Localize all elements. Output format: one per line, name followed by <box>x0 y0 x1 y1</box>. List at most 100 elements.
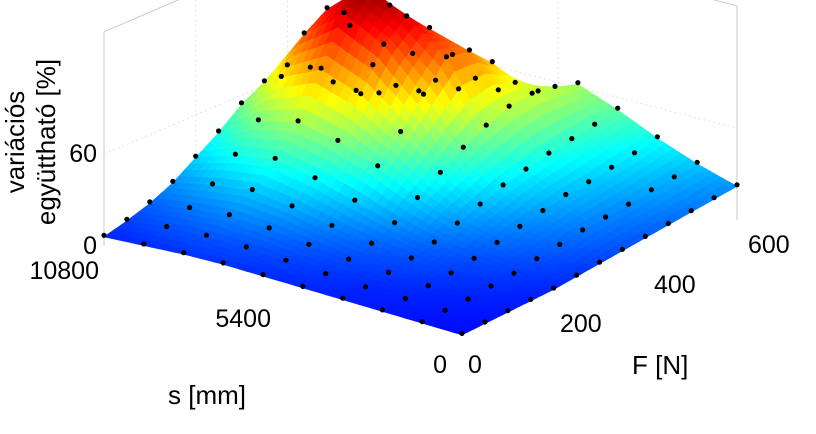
data-point <box>408 255 414 261</box>
data-point <box>500 182 506 188</box>
data-point <box>335 137 341 143</box>
data-point <box>289 203 295 209</box>
data-point <box>523 166 529 172</box>
data-point <box>187 204 193 211</box>
data-point <box>534 256 540 262</box>
z-axis-label-line1: variációs <box>0 91 30 194</box>
top-back-edge <box>103 0 180 33</box>
data-point <box>471 255 477 261</box>
data-point <box>596 259 603 265</box>
data-point <box>347 22 353 28</box>
data-point <box>511 270 517 276</box>
data-point <box>370 62 376 68</box>
f-tick-200: 200 <box>560 310 602 338</box>
data-point <box>363 284 369 290</box>
data-point <box>284 62 290 68</box>
data-point <box>592 121 598 127</box>
data-point <box>460 144 466 150</box>
data-point <box>181 250 187 256</box>
data-point <box>551 285 557 291</box>
data-point <box>216 128 222 134</box>
data-point <box>569 136 575 142</box>
data-point <box>574 272 580 278</box>
data-point <box>495 87 501 93</box>
data-point <box>442 307 448 313</box>
data-point <box>385 269 392 275</box>
data-point <box>425 283 431 289</box>
data-point <box>494 239 500 245</box>
data-point <box>546 150 552 156</box>
data-point <box>278 73 284 79</box>
data-point <box>346 256 352 262</box>
data-point <box>443 54 449 60</box>
data-point <box>654 134 661 140</box>
data-point <box>392 220 398 226</box>
data-point <box>226 212 232 218</box>
data-point <box>410 50 416 57</box>
data-point <box>416 88 422 94</box>
data-point <box>688 208 694 214</box>
data-point <box>402 295 408 302</box>
data-point <box>375 163 381 169</box>
data-point <box>449 51 456 58</box>
z-tick-60: 60 <box>69 140 97 168</box>
data-point <box>306 241 312 247</box>
data-point <box>488 283 494 289</box>
data-point <box>295 118 301 124</box>
data-point <box>324 5 330 11</box>
data-point <box>243 244 249 250</box>
data-point <box>404 13 410 19</box>
data-point <box>340 295 346 301</box>
data-point <box>255 117 261 123</box>
data-point <box>141 241 147 247</box>
s-tick-10800: 10800 <box>29 257 99 285</box>
data-point <box>307 64 313 70</box>
data-point <box>249 186 255 193</box>
data-point <box>232 151 238 157</box>
data-point <box>665 220 671 227</box>
data-point <box>352 197 358 203</box>
data-point <box>540 207 546 214</box>
data-point <box>575 80 581 86</box>
data-point <box>512 79 518 85</box>
data-point <box>465 296 471 302</box>
data-point <box>419 319 425 325</box>
s-axis-label: s [mm] <box>168 380 246 410</box>
data-point <box>301 30 307 36</box>
data-point <box>238 100 245 106</box>
data-point <box>472 75 478 81</box>
data-point <box>376 90 382 96</box>
data-point <box>482 319 488 325</box>
data-point <box>272 155 278 161</box>
data-point <box>261 78 267 84</box>
data-point <box>648 187 655 193</box>
data-point <box>266 225 272 231</box>
data-point <box>300 283 306 289</box>
data-point <box>671 174 677 180</box>
data-point <box>260 272 266 278</box>
data-point <box>477 201 483 207</box>
data-point <box>387 2 393 8</box>
data-point <box>164 223 170 230</box>
data-point <box>448 270 454 276</box>
data-point <box>466 47 472 53</box>
data-point <box>283 257 289 263</box>
z-tick-0: 0 <box>83 232 97 260</box>
data-point <box>393 82 399 88</box>
data-point <box>456 86 462 92</box>
data-point <box>124 216 130 222</box>
data-point <box>353 87 359 93</box>
data-point <box>209 181 216 187</box>
data-point <box>379 307 385 313</box>
data-point <box>642 233 648 239</box>
data-point <box>609 164 615 170</box>
data-point <box>734 182 740 188</box>
data-point <box>170 178 176 184</box>
f-axis-label: F [N] <box>632 350 688 380</box>
data-point <box>517 223 523 229</box>
data-point <box>193 153 199 159</box>
data-point <box>433 77 439 83</box>
data-point <box>420 91 427 97</box>
data-point <box>381 41 387 47</box>
data-point <box>557 241 563 247</box>
